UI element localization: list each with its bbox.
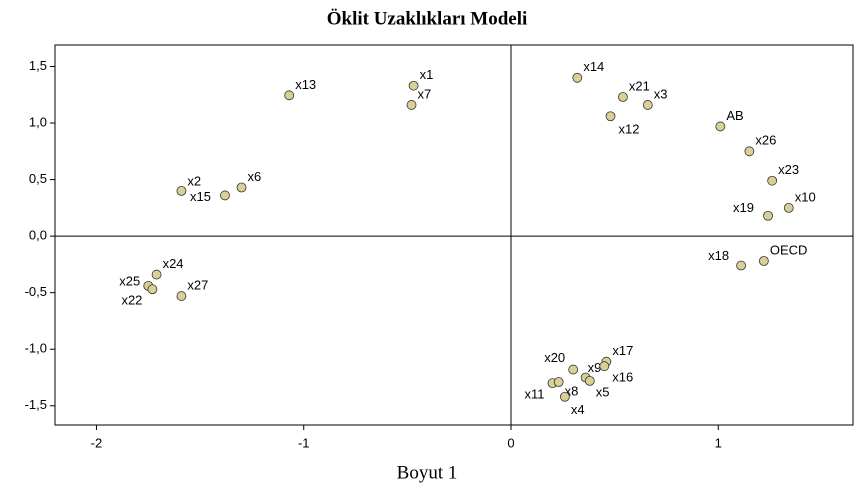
- point: [767, 175, 778, 186]
- point: [176, 185, 187, 196]
- y-tick-label: -1,5: [25, 397, 47, 412]
- point: [284, 90, 295, 101]
- point-label: x11: [524, 387, 544, 402]
- point: [553, 377, 564, 387]
- point-label: x21: [629, 78, 650, 93]
- plot-frame: [54, 44, 854, 426]
- y-tick-label: 1,0: [29, 114, 47, 129]
- point-label: x26: [755, 133, 776, 148]
- point-label: x1: [420, 67, 434, 82]
- point-label: x5: [596, 384, 610, 399]
- point: [408, 80, 419, 91]
- point-label: AB: [726, 108, 743, 123]
- point-label: x10: [795, 189, 816, 204]
- point-label: x4: [571, 402, 585, 417]
- point: [758, 256, 769, 266]
- point: [568, 364, 579, 375]
- point-label: x16: [612, 370, 633, 385]
- point: [220, 190, 230, 201]
- x-tick-label: 0: [507, 435, 514, 450]
- point-label: x15: [190, 189, 211, 204]
- point-label: x20: [544, 350, 565, 365]
- point-label: x27: [187, 278, 208, 293]
- point-label: OECD: [770, 242, 808, 257]
- point-label: x9: [588, 360, 602, 375]
- point-label: x25: [119, 273, 140, 288]
- point: [618, 92, 628, 102]
- chart-title: Öklit Uzaklıkları Modeli: [327, 8, 528, 29]
- y-tick-label: 1,5: [29, 58, 47, 73]
- point: [715, 121, 726, 132]
- point: [572, 72, 583, 83]
- point: [744, 146, 755, 157]
- point: [559, 391, 570, 402]
- point-label: x7: [418, 86, 432, 101]
- point: [176, 291, 187, 301]
- y-tick-label: -1,0: [25, 341, 47, 356]
- point-label: x17: [612, 343, 633, 358]
- point-label: x3: [654, 86, 668, 101]
- x-tick-label: 1: [715, 435, 722, 450]
- point-label: x6: [248, 169, 262, 184]
- x-tick-label: -2: [91, 435, 103, 450]
- point: [151, 269, 162, 280]
- point-label: x14: [583, 59, 604, 74]
- point: [236, 182, 247, 193]
- y-tick-label: 0,0: [29, 228, 47, 243]
- point-label: x23: [778, 162, 799, 177]
- point-label: x24: [163, 256, 184, 271]
- y-tick-label: -0,5: [25, 284, 47, 299]
- point: [147, 284, 158, 295]
- point-label: x13: [295, 77, 316, 92]
- point-label: x18: [708, 248, 729, 263]
- point-label: x2: [187, 173, 201, 188]
- point: [406, 100, 417, 110]
- point: [642, 100, 653, 110]
- point: [584, 375, 595, 386]
- point: [599, 361, 610, 372]
- x-axis-label: Boyut 1: [397, 462, 458, 483]
- point-label: x19: [733, 200, 754, 215]
- point: [783, 202, 794, 213]
- point: [605, 111, 616, 122]
- y-tick-label: 0,5: [29, 171, 47, 186]
- point: [736, 260, 746, 271]
- point-label: x12: [618, 122, 639, 137]
- x-tick-label: -1: [298, 435, 310, 450]
- point-label: x22: [121, 293, 142, 308]
- point: [763, 210, 773, 221]
